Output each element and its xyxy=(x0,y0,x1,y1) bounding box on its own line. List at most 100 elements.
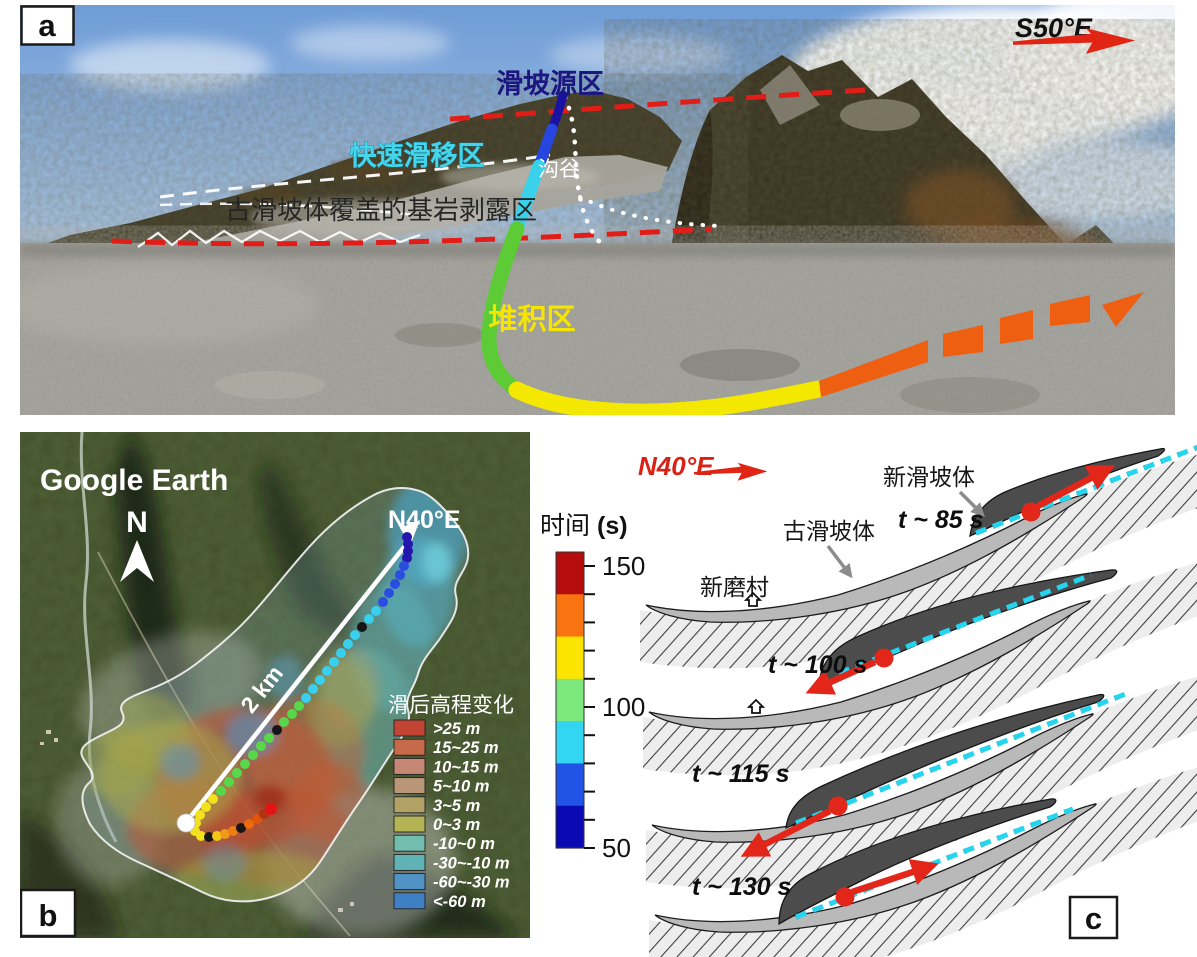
trajectory-dot xyxy=(322,666,332,676)
debris-field xyxy=(20,243,1175,415)
trajectory-dot xyxy=(232,768,242,778)
trajectory-dot xyxy=(176,813,196,833)
gully-label: 沟谷 xyxy=(538,158,580,181)
mass-center-dot xyxy=(835,887,855,907)
legend-swatch xyxy=(393,853,426,871)
old-landslide-label: 古滑坡体 xyxy=(783,518,875,544)
panel-a-tag: a xyxy=(20,5,75,46)
time-label-130s: t ~ 130 s xyxy=(692,873,791,901)
legend-entry-label: <-60 m xyxy=(433,893,486,911)
trajectory-dot xyxy=(287,709,297,719)
trajectory-dot xyxy=(252,814,262,824)
new-landslide-mass xyxy=(785,693,1105,830)
trajectory-dot xyxy=(228,826,238,836)
colorbar-title: 时间 (s) xyxy=(540,512,628,540)
trajectory-dot xyxy=(402,553,412,563)
trajectory-dot xyxy=(195,810,205,820)
trajectory-dot xyxy=(301,693,311,703)
legend-title: 滑后高程变化 xyxy=(388,694,514,717)
trajectory-dot xyxy=(378,597,388,607)
north-arrow-icon xyxy=(120,540,154,582)
trajectory-dot xyxy=(216,786,226,796)
elevation-change-patches xyxy=(81,488,468,902)
orange-dashed-arrow xyxy=(819,292,1144,397)
trajectory-dot xyxy=(390,579,400,589)
new-landslide-pointer xyxy=(958,490,985,517)
red-dashed-line-upper xyxy=(449,87,866,122)
trajectory-dot xyxy=(208,794,218,804)
motion-arrow xyxy=(805,659,877,695)
legend-entry-label: 3~5 m xyxy=(433,797,480,815)
colorbar-segment xyxy=(556,805,584,849)
panel-a-photo: 滑坡源区 快速滑移区 沟谷 古滑坡体覆盖的基岩剥露区 堆积区 S50°E a xyxy=(20,5,1175,415)
google-earth-watermark: Google Earth xyxy=(40,464,228,497)
colorbar-segment xyxy=(556,678,584,722)
legend-entry-label: 15~25 m xyxy=(433,739,499,757)
colorbar-segment xyxy=(556,636,584,680)
colorbar-ticks: 50 100 150 xyxy=(584,551,645,863)
panel-b-tag: b xyxy=(20,888,77,938)
panel-c-tag: c xyxy=(1068,895,1119,940)
trajectory-dot xyxy=(395,570,405,580)
trajectory-dot xyxy=(357,622,367,632)
legend-entry-label: 10~15 m xyxy=(433,758,499,776)
trajectory-curve xyxy=(481,90,828,415)
trajectory-dot xyxy=(236,823,246,833)
trajectory-dot xyxy=(315,675,325,685)
gully-dotted-line xyxy=(562,94,605,248)
white-dashed-boundary-lower xyxy=(159,202,416,217)
mass-center-dot xyxy=(1021,502,1041,522)
deposit-zone-label: 堆积区 xyxy=(488,303,575,336)
motion-arrow xyxy=(740,808,832,857)
colorbar-tick-label: 100 xyxy=(602,692,645,722)
legend-entry-label: >25 m xyxy=(433,720,480,738)
snapshot-85s xyxy=(639,444,1197,669)
motion-arrow xyxy=(1036,465,1116,509)
colorbar-segments xyxy=(555,551,585,849)
source-zone-label: 滑坡源区 xyxy=(496,69,604,99)
trajectory-dot xyxy=(256,741,266,751)
legend-entry-label: -10~0 m xyxy=(433,835,495,853)
direction-label-b: N40°E xyxy=(388,506,461,534)
new-landslide-mass xyxy=(778,798,1057,926)
time-label-100s: t ~ 100 s xyxy=(768,651,867,679)
legend-rows: >25 m15~25 m10~15 m 5~10 m3~5 m0~3 m-10~0… xyxy=(393,719,510,911)
legend-swatch xyxy=(393,796,426,814)
mass-center-dot xyxy=(874,648,894,668)
white-zigzag-line xyxy=(137,229,421,248)
trajectory-dots xyxy=(176,532,413,842)
legend-entry-label: -30~-10 m xyxy=(433,854,510,872)
legend-swatch xyxy=(393,738,426,756)
colorbar-tick-label: 150 xyxy=(602,551,645,581)
mass-center-dot xyxy=(828,796,848,816)
trajectory-dot xyxy=(350,630,360,640)
trajectory-dot xyxy=(336,648,346,658)
legend-entry-label: 5~10 m xyxy=(433,778,489,796)
direction-label-c: N40°E xyxy=(638,451,714,481)
snapshot-100s xyxy=(642,559,1197,776)
legend-swatch xyxy=(393,873,426,891)
colorbar-segment xyxy=(556,594,584,638)
time-colorbar: 时间 (s) 50 100 150 xyxy=(540,512,645,863)
old-landslide-pointer xyxy=(826,544,853,579)
trajectory-dot xyxy=(399,561,409,571)
legend-swatch xyxy=(393,815,426,833)
trajectory-dot xyxy=(240,759,250,769)
trajectory-dot xyxy=(196,831,206,841)
trajectory-dot xyxy=(264,733,274,743)
panel-c-letter: c xyxy=(1085,901,1102,936)
panel-c-schematic: N40°E 新滑坡体 古滑坡体 新磨村 t ~ 85 s t ~ 100 s t… xyxy=(638,444,1197,957)
legend-entry-label: 0~3 m xyxy=(433,816,480,834)
trajectory-dot xyxy=(212,831,222,841)
time-label-85s: t ~ 85 s xyxy=(898,506,984,534)
trajectory-dot xyxy=(403,539,413,549)
colorbar-segment xyxy=(556,552,584,595)
legend-entry-label: -60~-30 m xyxy=(433,874,510,892)
trajectory-dot xyxy=(308,684,318,694)
time-label-115s: t ~ 115 s xyxy=(692,760,790,788)
village-house-icon xyxy=(748,699,764,714)
trajectory-dot xyxy=(204,832,214,842)
trajectory-dot xyxy=(201,802,211,812)
trajectory-dot xyxy=(220,829,230,839)
